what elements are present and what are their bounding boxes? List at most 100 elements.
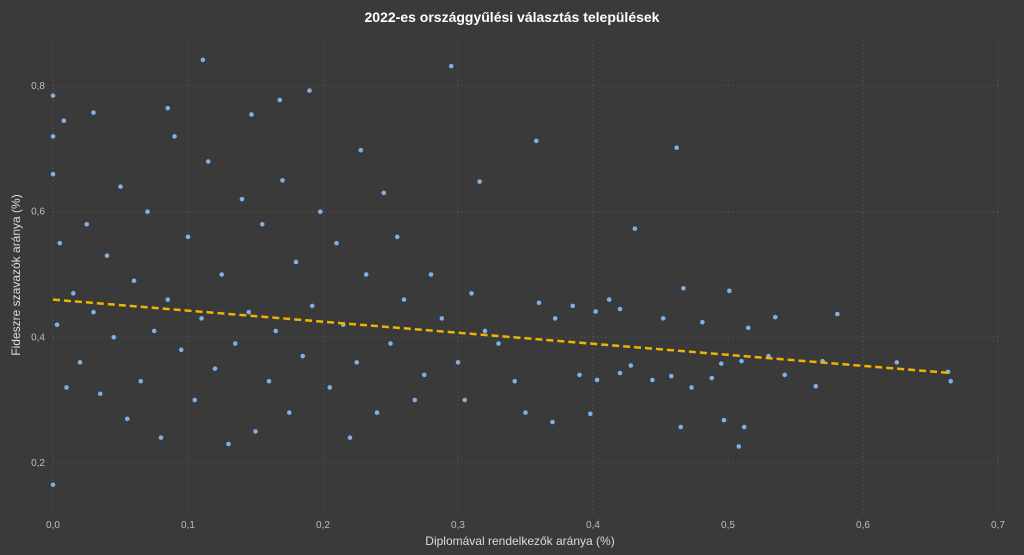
data-point bbox=[118, 184, 123, 189]
data-point bbox=[632, 226, 638, 231]
data-point bbox=[835, 311, 840, 317]
data-point bbox=[678, 424, 684, 430]
data-point bbox=[588, 411, 593, 417]
data-point bbox=[199, 316, 204, 321]
data-point bbox=[273, 328, 279, 334]
data-point bbox=[736, 444, 742, 449]
data-point bbox=[689, 385, 694, 390]
data-point bbox=[50, 171, 56, 177]
data-point bbox=[948, 378, 954, 384]
y-tick-label: 0,4 bbox=[31, 332, 45, 343]
data-point bbox=[358, 147, 364, 153]
data-point bbox=[421, 372, 427, 378]
data-point bbox=[469, 291, 474, 296]
y-tick-label: 0,2 bbox=[31, 458, 45, 469]
y-tick-label: 0,8 bbox=[31, 81, 45, 92]
data-point bbox=[363, 272, 369, 277]
data-point bbox=[84, 221, 90, 227]
x-tick-label: 0,1 bbox=[181, 520, 195, 531]
data-point bbox=[192, 397, 198, 403]
x-tick-label: 0,6 bbox=[856, 520, 870, 531]
data-point bbox=[388, 341, 393, 346]
data-point bbox=[721, 417, 727, 423]
x-axis-label: Diplomával rendelkezők aránya (%) bbox=[425, 534, 614, 548]
data-point bbox=[482, 328, 488, 334]
data-point bbox=[594, 377, 600, 383]
data-point bbox=[334, 240, 339, 246]
data-point bbox=[205, 159, 211, 164]
data-point bbox=[462, 397, 468, 403]
data-point bbox=[185, 234, 191, 240]
data-point bbox=[534, 138, 539, 144]
data-point bbox=[259, 221, 265, 227]
data-point bbox=[718, 361, 724, 366]
data-point bbox=[64, 385, 69, 390]
data-point bbox=[307, 88, 312, 93]
data-point bbox=[739, 358, 744, 364]
data-point bbox=[57, 240, 63, 246]
data-point bbox=[650, 377, 655, 383]
data-point bbox=[111, 334, 117, 340]
data-point bbox=[593, 309, 598, 314]
axis-ticks: 0,0 0,1 0,2 0,3 0,4 0,5 0,6 0,7 0,2 0,4 0,6 0,8 bbox=[31, 81, 1005, 531]
data-point bbox=[145, 209, 150, 215]
data-point bbox=[212, 366, 218, 371]
data-point bbox=[104, 253, 110, 258]
data-point bbox=[266, 378, 272, 384]
data-point bbox=[669, 373, 674, 379]
data-point bbox=[606, 297, 612, 302]
data-point bbox=[381, 190, 387, 196]
data-point bbox=[277, 97, 283, 103]
data-point bbox=[782, 372, 787, 378]
data-point bbox=[374, 410, 380, 415]
data-point bbox=[70, 291, 76, 296]
data-point bbox=[97, 391, 103, 397]
x-tick-label: 0,2 bbox=[316, 520, 330, 531]
data-point bbox=[455, 360, 461, 365]
data-point bbox=[550, 419, 555, 425]
data-point bbox=[91, 309, 96, 315]
data-point bbox=[813, 383, 819, 389]
data-point bbox=[138, 378, 144, 384]
data-point bbox=[232, 341, 238, 346]
y-tick-label: 0,6 bbox=[31, 207, 45, 218]
data-point bbox=[280, 178, 285, 183]
data-point bbox=[477, 179, 482, 184]
data-points bbox=[50, 57, 954, 488]
data-point bbox=[354, 360, 360, 365]
x-tick-label: 0,5 bbox=[721, 520, 735, 531]
data-point bbox=[660, 316, 666, 321]
data-point bbox=[741, 424, 747, 430]
grid-lines bbox=[52, 36, 999, 513]
data-point bbox=[200, 57, 206, 63]
data-point bbox=[50, 93, 56, 98]
y-axis-label: Fideszre szavazók aránya (%) bbox=[9, 194, 23, 355]
data-point bbox=[412, 397, 418, 403]
data-point bbox=[124, 416, 130, 422]
data-point bbox=[165, 105, 171, 111]
data-point bbox=[158, 435, 164, 440]
data-point bbox=[727, 288, 732, 294]
data-point bbox=[178, 347, 184, 353]
data-point bbox=[327, 385, 333, 390]
x-tick-label: 0,0 bbox=[46, 520, 60, 531]
data-point bbox=[246, 309, 252, 315]
data-point bbox=[772, 314, 778, 320]
data-point bbox=[77, 360, 83, 365]
data-point bbox=[552, 316, 558, 321]
data-point bbox=[894, 360, 900, 365]
data-point bbox=[219, 272, 225, 277]
chart-title: 2022-es országgyűlési választás települé… bbox=[365, 9, 660, 25]
data-point bbox=[448, 63, 454, 69]
data-point bbox=[577, 372, 582, 378]
data-point bbox=[401, 297, 407, 302]
data-point bbox=[496, 341, 501, 346]
data-point bbox=[523, 410, 528, 415]
x-tick-label: 0,7 bbox=[991, 520, 1005, 531]
data-point bbox=[172, 134, 177, 139]
data-point bbox=[165, 297, 171, 302]
data-point bbox=[50, 482, 56, 488]
data-point bbox=[394, 234, 400, 240]
